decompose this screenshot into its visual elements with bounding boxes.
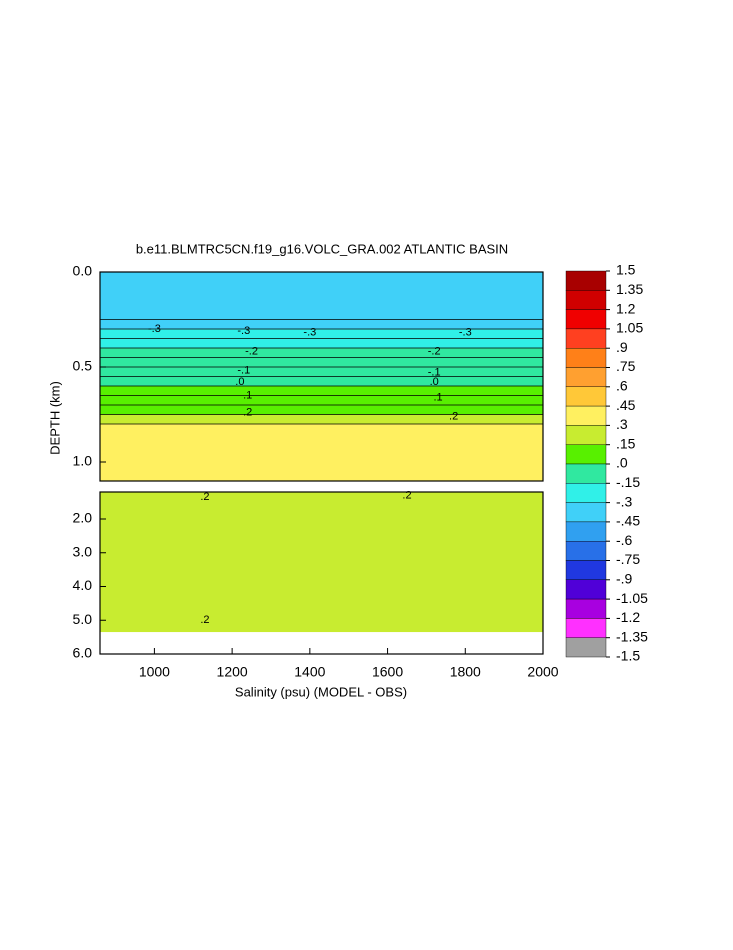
colorbar-label: 1.2 [616, 300, 636, 316]
field-band [100, 329, 543, 339]
contour-label: -.3 [237, 325, 250, 337]
colorbar-swatch [565, 270, 607, 291]
x-tick-label: 2000 [527, 664, 558, 680]
contour-label: .2 [402, 489, 411, 501]
colorbar-label: -1.35 [616, 628, 648, 644]
contour-label: -.1 [237, 365, 250, 377]
colorbar-label: .9 [616, 339, 628, 355]
y-tick-label: 0.0 [73, 263, 93, 279]
chart-title: b.e11.BLMTRC5CN.f19_g16.VOLC_GRA.002 ATL… [136, 241, 508, 256]
colorbar-swatch [565, 463, 607, 484]
colorbar-label: -.15 [616, 474, 640, 490]
field-band [100, 319, 543, 329]
colorbar-label: 1.05 [616, 320, 643, 336]
y-tick-label: 4.0 [73, 577, 93, 593]
field-band [100, 272, 543, 320]
y-tick-label: 2.0 [73, 510, 93, 526]
colorbar-label: 1.35 [616, 281, 643, 297]
contour-label: .1 [243, 389, 252, 401]
contour-label: -.2 [245, 346, 258, 358]
field-band [100, 376, 543, 386]
colorbar-swatch [565, 405, 607, 426]
colorbar-label: -.6 [616, 532, 633, 548]
field-band [100, 348, 543, 358]
field-band [100, 357, 543, 367]
colorbar-swatch [565, 637, 607, 658]
y-tick-label: 0.5 [73, 358, 93, 374]
contour-label: .1 [433, 391, 442, 403]
colorbar-swatch [565, 618, 607, 638]
x-tick-label: 1800 [450, 664, 481, 680]
colorbar-swatch [565, 425, 607, 445]
x-tick-label: 1400 [294, 664, 325, 680]
colorbar-swatch [565, 483, 607, 503]
y-tick-label: 1.0 [73, 453, 93, 469]
field-band [100, 424, 543, 481]
colorbar-label: -1.5 [616, 648, 640, 664]
colorbar-label: .3 [616, 416, 628, 432]
x-tick-label: 1000 [139, 664, 170, 680]
panel-frame [99, 271, 544, 482]
colorbar-swatch [565, 328, 607, 349]
field-band [100, 395, 543, 405]
colorbar-label: -.45 [616, 513, 640, 529]
colorbar-swatch [565, 290, 607, 310]
colorbar-swatch [565, 541, 607, 561]
colorbar-label: -.75 [616, 551, 640, 567]
contour-label: -.1 [428, 367, 441, 379]
colorbar-swatch [565, 444, 607, 465]
y-axis-label: DEPTH (km) [47, 381, 62, 455]
x-tick-label: 1200 [217, 664, 248, 680]
y-tick-label: 6.0 [73, 645, 93, 661]
colorbar-label: .6 [616, 378, 628, 394]
contour-label: -.3 [303, 327, 316, 339]
contour-label: .0 [235, 376, 244, 388]
colorbar-label: .45 [616, 397, 636, 413]
contour-label: -.3 [148, 323, 161, 335]
contour-label: .2 [200, 491, 209, 503]
colorbar-swatch [565, 502, 607, 523]
colorbar-swatch [565, 348, 607, 368]
field-band [100, 367, 543, 377]
colorbar-label: .0 [616, 455, 628, 471]
contour-label: .0 [430, 376, 439, 388]
contour-label: .2 [449, 410, 458, 422]
colorbar-label: -1.2 [616, 609, 640, 625]
colorbar-label: .15 [616, 435, 636, 451]
colorbar-swatch [565, 598, 607, 619]
colorbar-swatch [565, 309, 607, 330]
field-band [100, 338, 543, 348]
panel-frame [99, 491, 544, 655]
colorbar-label: -.9 [616, 571, 633, 587]
x-tick-label: 1600 [372, 664, 403, 680]
colorbar-swatch [565, 367, 607, 387]
field-band [100, 492, 543, 633]
colorbar-swatch [565, 579, 607, 600]
colorbar-label: .75 [616, 358, 636, 374]
field-band [100, 414, 543, 424]
contour-label: .2 [200, 614, 209, 626]
field-band [100, 405, 543, 415]
colorbar-label: -.3 [616, 493, 633, 509]
y-tick-label: 3.0 [73, 543, 93, 559]
contour-label: -.3 [459, 327, 472, 339]
colorbar-swatch [565, 560, 607, 580]
x-axis-label: Salinity (psu) (MODEL - OBS) [235, 684, 407, 699]
field-band [100, 386, 543, 396]
colorbar-swatch [565, 521, 607, 542]
y-tick-label: 5.0 [73, 611, 93, 627]
contour-label: .2 [243, 407, 252, 419]
colorbar-swatch [565, 386, 607, 407]
contour-label: -.2 [428, 346, 441, 358]
colorbar-label: -1.05 [616, 590, 648, 606]
colorbar-label: 1.5 [616, 262, 636, 278]
